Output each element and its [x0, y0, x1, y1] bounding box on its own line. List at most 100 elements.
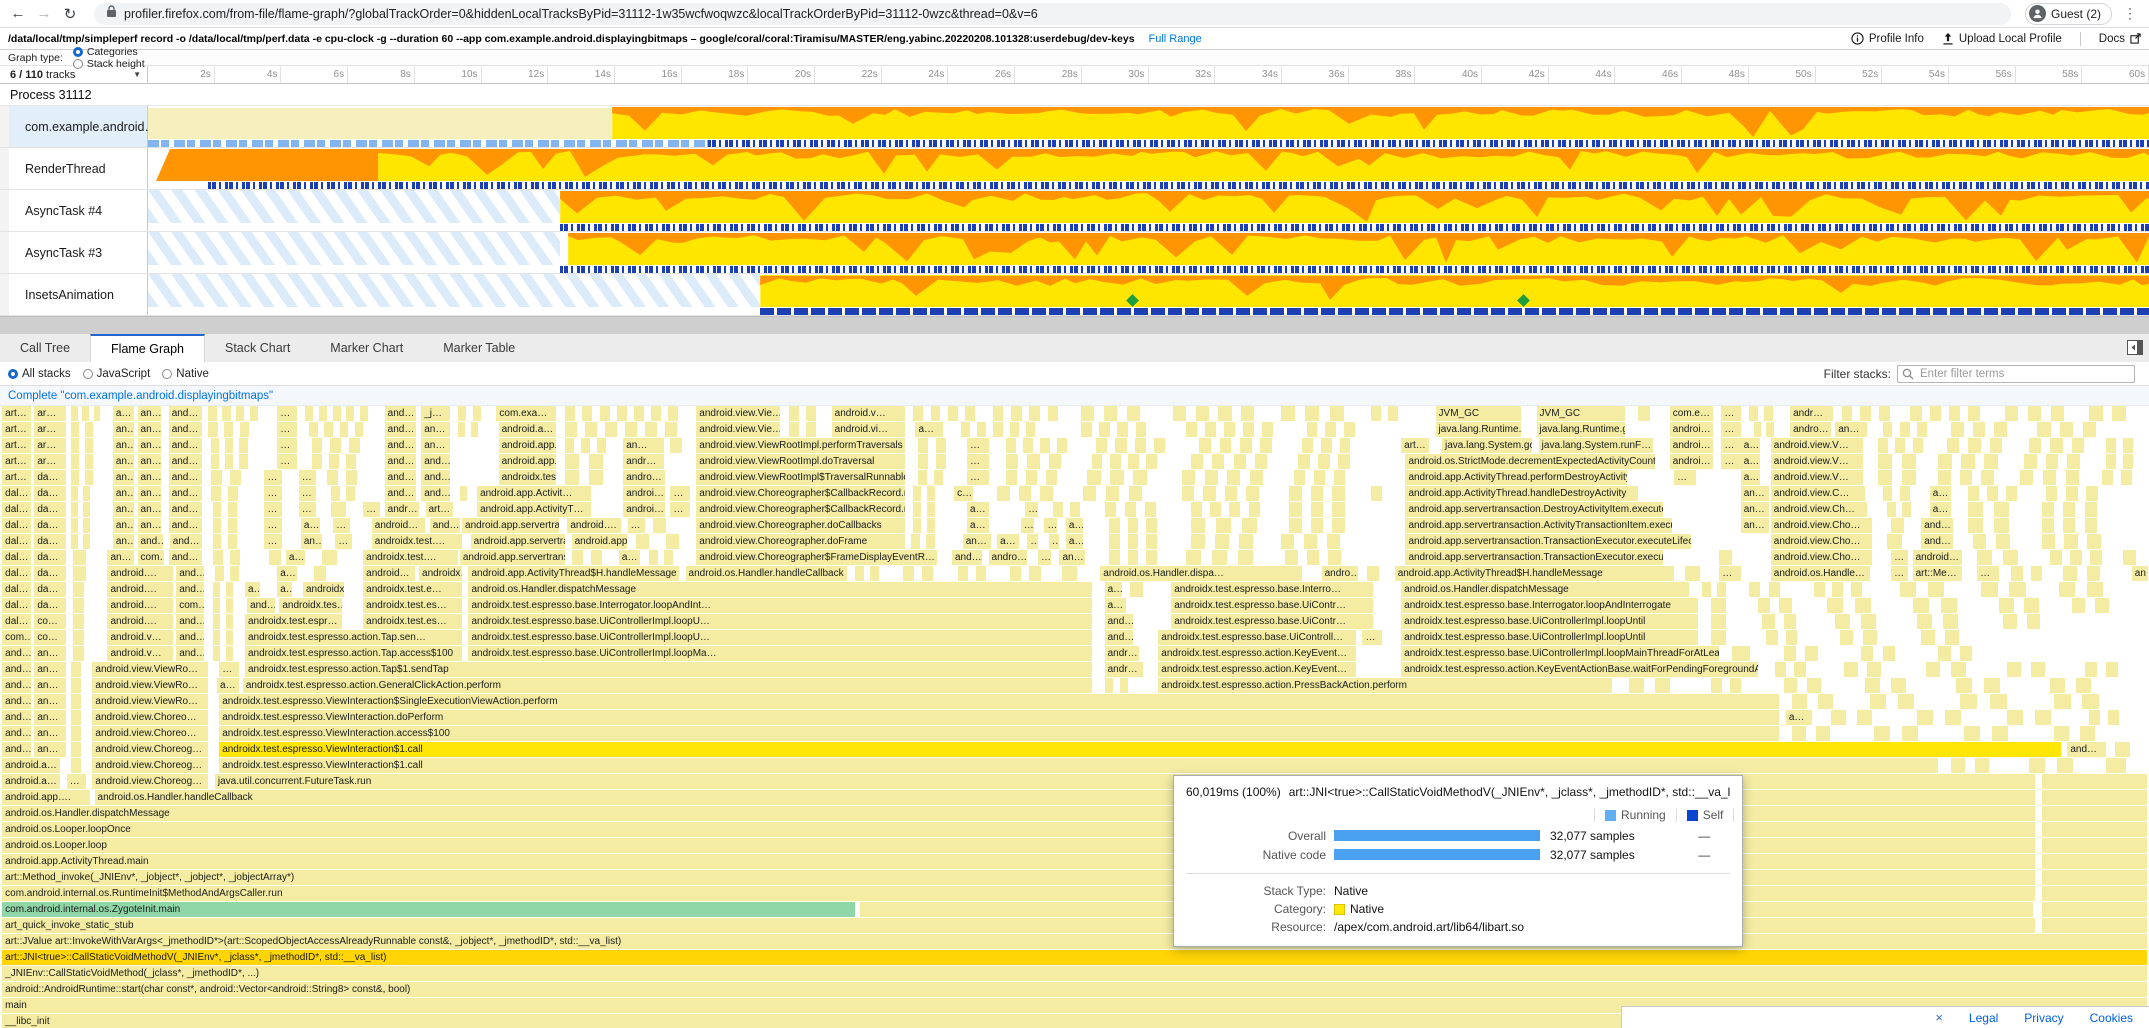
flame-box[interactable] [1921, 630, 1935, 645]
flame-box[interactable] [2084, 502, 2097, 517]
flame-box[interactable] [927, 502, 936, 517]
flame-box[interactable] [1010, 566, 1022, 581]
flame-box[interactable]: androi… [1669, 438, 1713, 453]
flame-box[interactable]: androidx.test.espresso.base.UiController… [468, 646, 1092, 661]
flame-box[interactable] [212, 582, 221, 597]
flame-box[interactable] [992, 406, 1004, 421]
flame-box[interactable] [227, 518, 237, 533]
flame-box[interactable]: a… [244, 582, 261, 597]
flame-box[interactable] [1628, 678, 1644, 693]
flame-box[interactable] [70, 678, 81, 693]
flame-box[interactable]: art… [2, 454, 32, 469]
flame-box[interactable] [1912, 598, 1929, 613]
flame-box[interactable] [212, 646, 221, 661]
flame-box[interactable] [212, 534, 222, 549]
flame-box[interactable] [1310, 486, 1324, 501]
flame-box[interactable] [1205, 422, 1217, 437]
flame-box[interactable] [1972, 534, 1987, 549]
flame-box[interactable] [1366, 566, 1380, 581]
flame-box[interactable] [457, 406, 467, 421]
flame-box[interactable]: android.view.Ch… [1770, 502, 1868, 517]
flame-box[interactable]: … [627, 518, 645, 533]
flame-box[interactable]: android.view.V… [1770, 470, 1864, 485]
flame-box[interactable] [1005, 438, 1016, 453]
flame-box[interactable] [1313, 470, 1326, 485]
flame-box[interactable]: c… [954, 486, 974, 501]
flame-box[interactable] [239, 422, 250, 437]
flame-box[interactable] [1779, 598, 1792, 613]
flame-box[interactable]: androidx.test…. [363, 550, 458, 565]
flame-box[interactable] [1940, 598, 1957, 613]
flame-box[interactable] [93, 406, 101, 421]
flame-box[interactable]: androidx.test.espresso.base.UiContr… [1171, 598, 1374, 613]
flame-box[interactable] [1984, 454, 1998, 469]
flame-box[interactable]: androidx.test.espresso.base.UiController… [468, 614, 1092, 629]
flame-box[interactable] [1867, 662, 1882, 677]
flame-box[interactable]: … [363, 502, 381, 517]
flame-box[interactable]: android.view.Vie… [696, 406, 781, 421]
flame-box[interactable] [2082, 694, 2099, 709]
flame-box[interactable] [2095, 598, 2109, 613]
flame-box[interactable]: android.view.Cho… [1770, 550, 1872, 565]
flame-box[interactable]: dal… [2, 598, 32, 613]
flame-box[interactable] [212, 598, 221, 613]
flame-box[interactable] [1841, 406, 1853, 421]
flame-box[interactable]: androidx.test.espresso.action.GeneralCli… [242, 678, 1092, 693]
flame-box[interactable]: an… [34, 726, 66, 741]
flame-box[interactable] [1091, 454, 1103, 469]
flame-box[interactable]: android.app.ActivityThread$H.handleMessa… [468, 566, 680, 581]
flame-box[interactable] [70, 422, 79, 437]
flame-box[interactable] [1878, 406, 1890, 421]
flame-box[interactable] [2002, 550, 2018, 565]
flame-box[interactable]: and… [2, 662, 32, 677]
flame-box[interactable] [1949, 406, 1961, 421]
flame-box[interactable] [1968, 438, 1981, 453]
flame-box[interactable]: android…. [107, 598, 173, 613]
flame-box[interactable]: a… [1104, 582, 1122, 597]
flame-box[interactable]: android…. [567, 518, 622, 533]
flame-box[interactable] [210, 486, 221, 501]
flame-box[interactable] [1768, 582, 1780, 597]
flame-box[interactable] [229, 470, 242, 485]
flame-box[interactable]: androidx.test…. [498, 470, 556, 485]
flame-box[interactable] [1029, 566, 1041, 581]
flame-box[interactable] [229, 550, 240, 565]
flame-box[interactable] [1989, 438, 2003, 453]
flame-box[interactable]: java.util.concurrent.FutureTask.run [214, 774, 2036, 789]
flame-box[interactable] [1110, 470, 1124, 485]
flame-box[interactable]: a… [1065, 534, 1084, 549]
flame-box[interactable]: android.app… [571, 534, 628, 549]
flame-box[interactable] [1637, 406, 1650, 421]
flame-box[interactable]: androidx.tes… [279, 598, 342, 613]
flame-box[interactable] [1318, 454, 1330, 469]
flame-box[interactable]: da… [34, 518, 66, 533]
flame-box[interactable] [1204, 470, 1218, 485]
flame-box[interactable]: androidx… [419, 566, 463, 581]
flame-box[interactable] [311, 454, 322, 469]
flame-box[interactable]: java.lang.System.runF… [1538, 438, 1653, 453]
flame-box[interactable] [1753, 422, 1762, 437]
flame-box[interactable] [1040, 438, 1051, 453]
flame-box[interactable] [935, 438, 947, 453]
flame-box[interactable]: android.app.servertransaction.DestroyAct… [1405, 502, 1664, 517]
flame-box[interactable] [2041, 518, 2054, 533]
flame-box[interactable] [1280, 406, 1295, 421]
flame-box[interactable]: com.exa… [496, 406, 556, 421]
flame-box[interactable]: com… [137, 550, 165, 565]
flame-box[interactable] [70, 454, 79, 469]
flame-box[interactable] [1045, 470, 1058, 485]
flame-box[interactable] [1117, 422, 1129, 437]
flame-box[interactable] [2050, 406, 2065, 421]
flame-box[interactable] [212, 630, 221, 645]
flame-box[interactable] [1654, 678, 1670, 693]
flame-box[interactable]: android.view.ViewRo… [92, 662, 209, 677]
flame-box[interactable] [1951, 422, 1964, 437]
flame-box[interactable] [2007, 662, 2021, 677]
flame-box[interactable]: androidx.test.espresso.action.Tap$1.send… [244, 662, 1092, 677]
flame-box[interactable]: and… [168, 518, 202, 533]
flame-box[interactable] [1339, 438, 1351, 453]
flame-box[interactable] [958, 566, 969, 581]
flame-box[interactable] [1861, 614, 1876, 629]
flame-box[interactable]: and… [168, 470, 202, 485]
flame-box[interactable]: and… [169, 534, 202, 549]
